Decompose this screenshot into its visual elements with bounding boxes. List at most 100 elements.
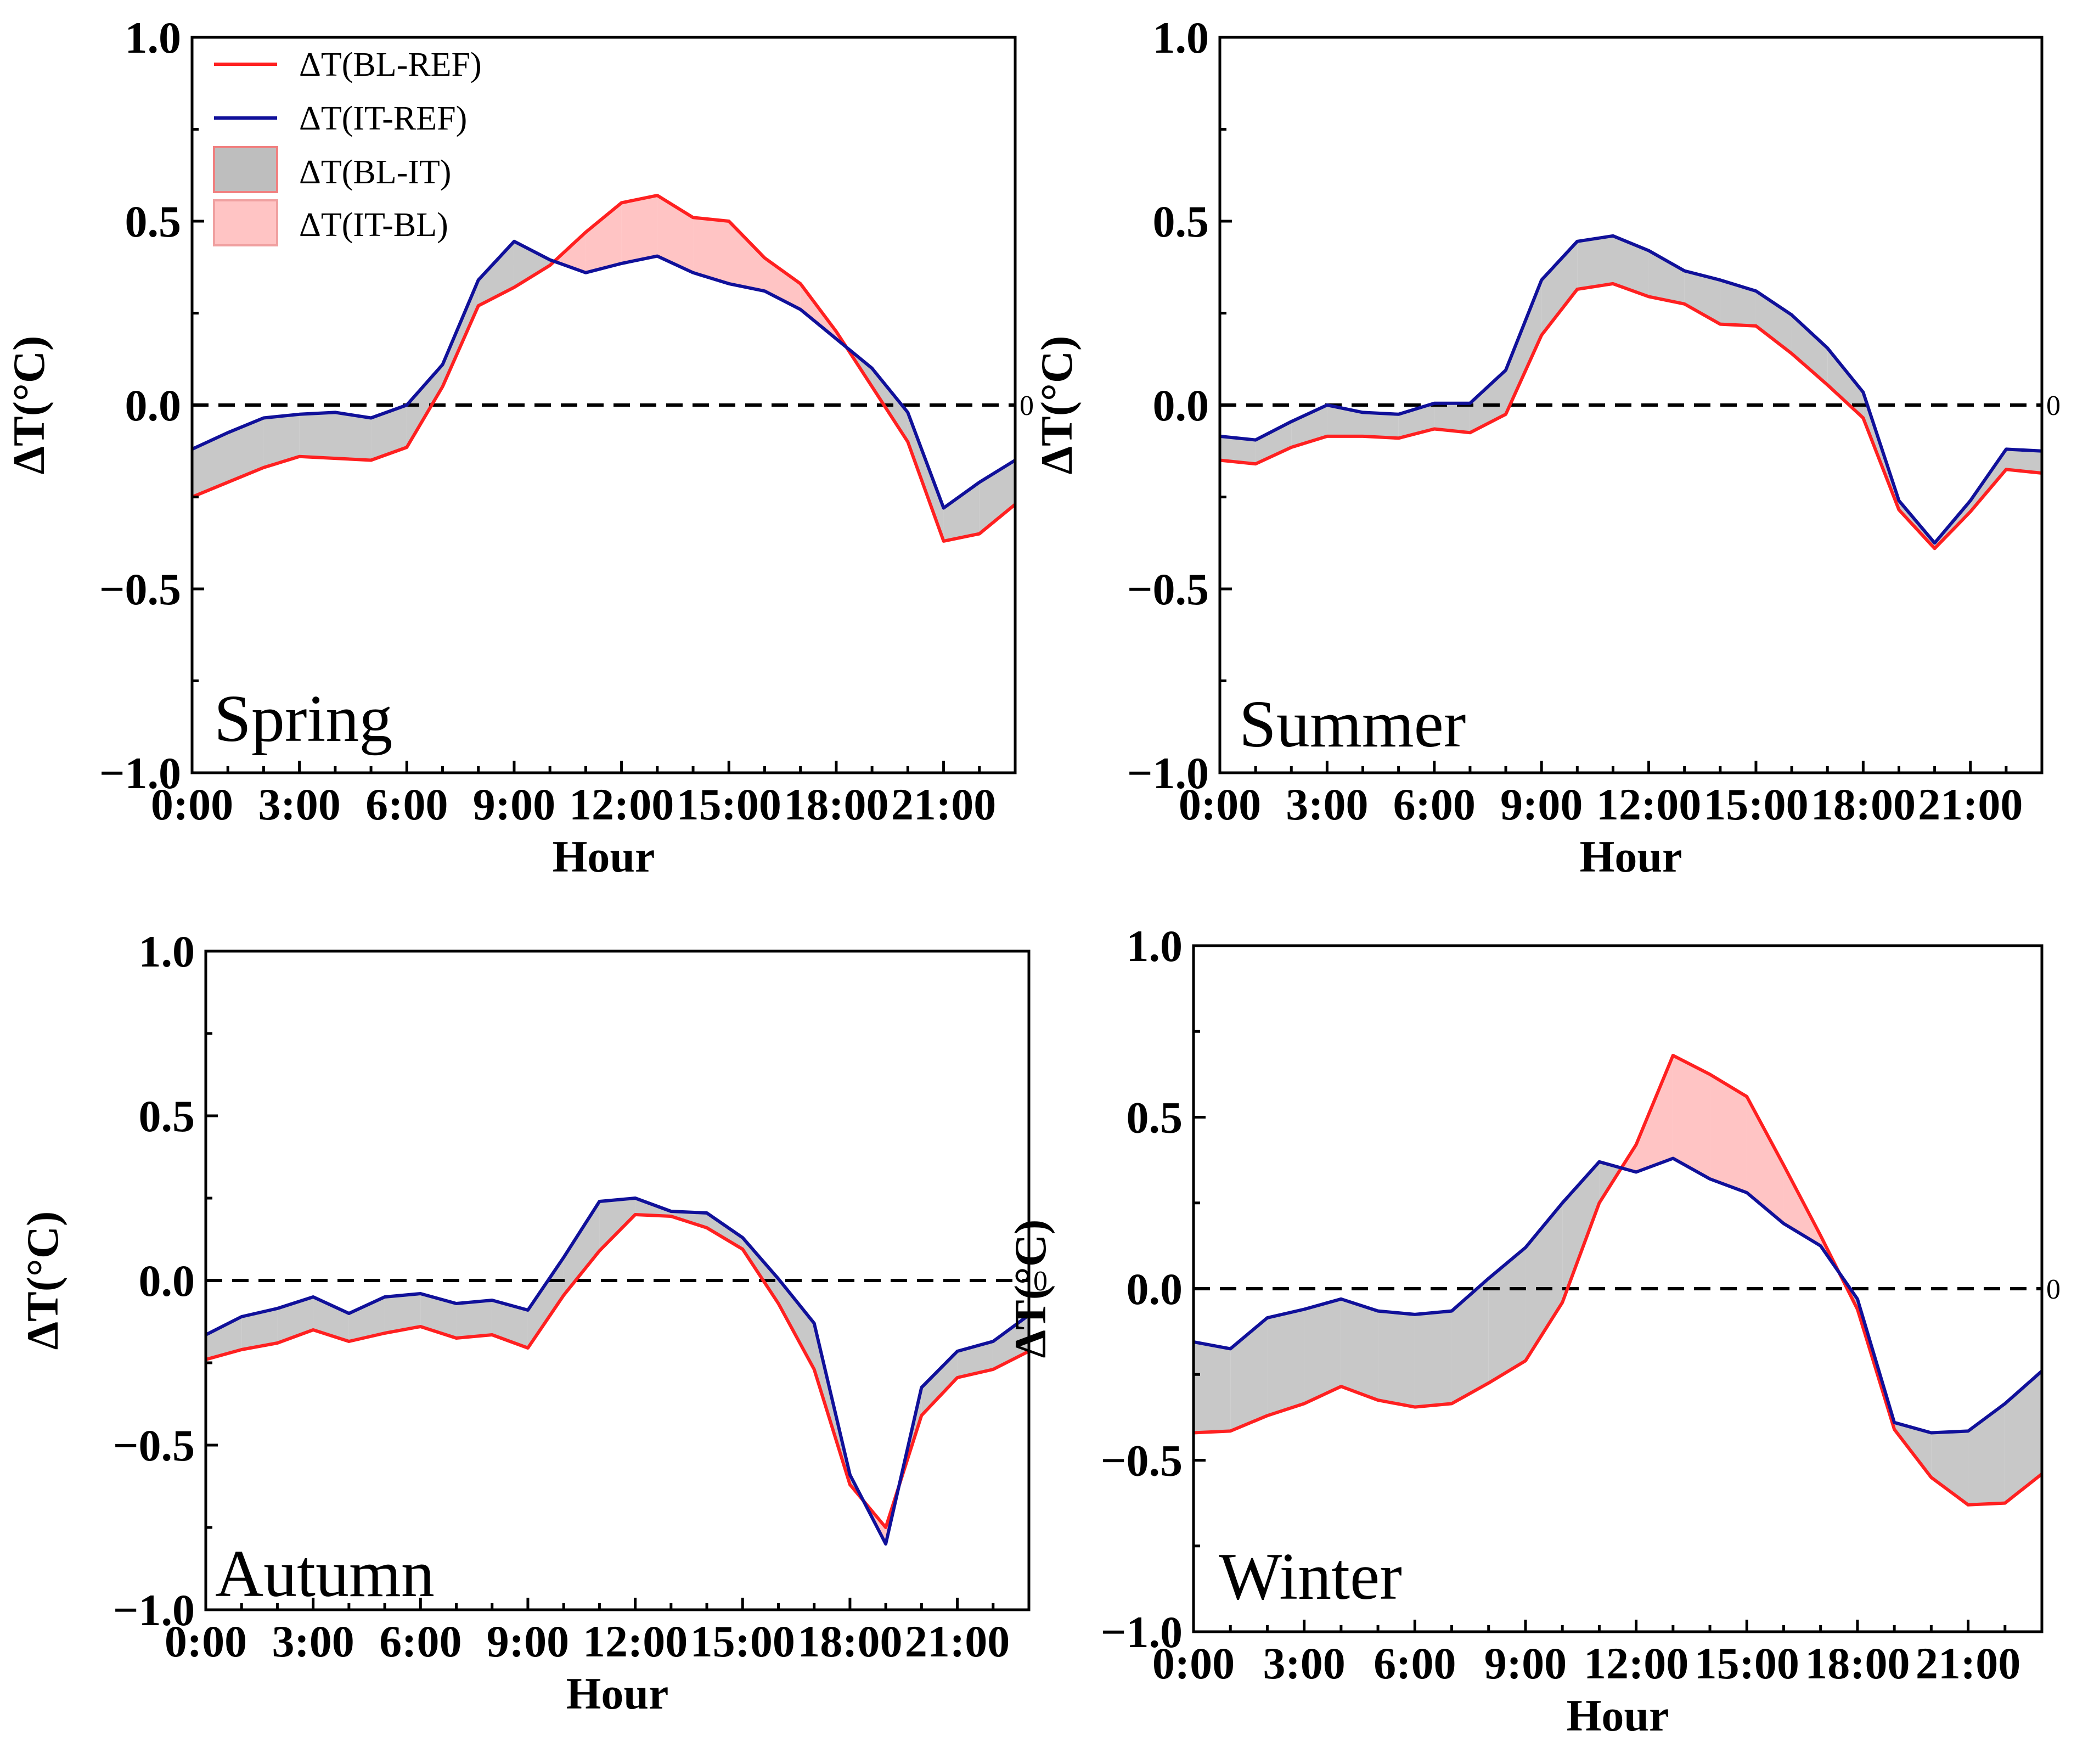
x-tick-label: 6:00 <box>1393 779 1476 829</box>
series-line-bl-ref <box>205 1213 1030 1529</box>
panel-autumn: 01.00.50.0−0.5−1.00:00 3:00 6:00 9:00 12:00 1… <box>18 926 1048 1718</box>
x-axis-title: Hour <box>1567 1690 1669 1740</box>
bl-it-fill-segment <box>385 1294 421 1333</box>
bl-it-fill-segment <box>514 241 550 288</box>
y-tick-label: 0.5 <box>1153 196 1209 246</box>
series-line-it-ref <box>205 1196 1030 1546</box>
x-tick-label: 9:00 <box>473 779 555 829</box>
bl-it-fill-segment <box>1470 370 1506 433</box>
bl-it-fill-segment <box>1792 314 1828 385</box>
bl-it-fill-segment <box>1488 1248 1526 1383</box>
bl-it-fill-segment <box>1684 271 1720 324</box>
y-tick-label: 0.0 <box>139 1256 195 1306</box>
x-tick-label: 9:00 <box>1500 779 1583 829</box>
y-tick-label: −1.0 <box>1127 748 1209 798</box>
legend-label-it-bl: ΔT(IT-BL) <box>299 206 448 244</box>
bl-it-fill-segment <box>1613 235 1649 297</box>
y-tick-label: 1.0 <box>1153 13 1209 63</box>
panel-winter: 01.00.50.0−0.5−1.00:00 3:00 6:00 9:00 12:00 1… <box>1005 921 2061 1740</box>
x-tick-label: 15:00 <box>677 779 781 829</box>
bl-it-fill-segment <box>599 1198 635 1251</box>
bl-it-fill-segment <box>943 482 980 541</box>
bl-it-fill-segment <box>1230 1318 1268 1431</box>
x-tick-label: 3:00 <box>272 1616 354 1666</box>
x-tick-label: 9:00 <box>487 1616 569 1666</box>
it-bl-fill-segment <box>1747 1097 1784 1224</box>
bl-it-fill-segment <box>1256 422 1292 464</box>
x-axis-title: Hour <box>553 832 655 881</box>
x-tick-label: 0:00 <box>1179 779 1261 829</box>
it-bl-fill-segment <box>621 195 657 264</box>
difference-fills <box>206 1198 1029 1544</box>
x-tick-label: 18:00 <box>1811 779 1916 829</box>
x-tick-label: 0:00 <box>1152 1638 1235 1688</box>
season-label: Spring <box>214 682 392 756</box>
x-tick-label: 15:00 <box>690 1616 795 1666</box>
bl-it-fill-segment <box>1434 403 1470 433</box>
y-tick-label: 0.0 <box>1153 380 1209 430</box>
bl-it-fill-segment <box>313 1297 349 1341</box>
bl-it-fill-segment <box>492 1300 528 1348</box>
legend-label-bl-ref: ΔT(BL-REF) <box>299 46 482 83</box>
bl-it-fill-segment <box>1648 250 1685 304</box>
x-tick-label: 18:00 <box>784 779 888 829</box>
x-tick-label: 18:00 <box>1805 1638 1910 1688</box>
y-axis-title: ΔT(°C) <box>18 1211 67 1350</box>
x-tick-label: 21:00 <box>1916 1638 2020 1688</box>
bl-it-fill-segment <box>1220 436 1256 464</box>
difference-fills <box>1194 1055 2042 1505</box>
bl-it-fill-segment <box>1541 241 1578 335</box>
y-tick-label: −1.0 <box>1101 1607 1183 1657</box>
it-bl-fill-segment <box>693 217 729 284</box>
y-tick-label: 0.5 <box>1127 1093 1183 1143</box>
difference-fills <box>1220 235 2042 549</box>
zero-label: 0 <box>2046 390 2061 422</box>
y-tick-label: 0.5 <box>125 196 182 246</box>
x-tick-label: 0:00 <box>165 1616 247 1666</box>
y-tick-label: 0.5 <box>139 1091 195 1141</box>
x-axis-title: Hour <box>1580 832 1682 881</box>
x-tick-label: 3:00 <box>1263 1638 1345 1688</box>
y-axis-title: ΔT(°C) <box>1032 336 1082 475</box>
it-bl-fill-segment <box>764 258 801 310</box>
bl-it-fill-segment <box>348 1297 385 1341</box>
series-line-bl-ref <box>191 194 1016 543</box>
series-line-bl-ref <box>1193 1054 2043 1507</box>
bl-it-fill-segment <box>1525 1203 1563 1361</box>
bl-it-fill-segment <box>1755 291 1792 354</box>
bl-it-fill-segment <box>206 1317 242 1359</box>
zero-label: 0 <box>1020 390 1034 422</box>
y-tick-label: −0.5 <box>113 1420 195 1470</box>
legend-label-it-ref: ΔT(IT-REF) <box>299 100 467 137</box>
x-tick-label: 6:00 <box>1374 1638 1456 1688</box>
bl-it-fill-segment <box>564 1201 600 1295</box>
x-tick-label: 6:00 <box>365 779 448 829</box>
y-tick-label: 1.0 <box>125 13 182 63</box>
bl-it-fill-segment <box>299 412 335 459</box>
bl-it-fill-segment <box>2006 449 2042 473</box>
bl-it-fill-segment <box>1577 235 1613 289</box>
bl-it-fill-segment <box>1968 1403 2005 1505</box>
legend-swatch-it-bl <box>213 199 278 246</box>
bl-it-fill-segment <box>1827 348 1864 418</box>
it-bl-fill-segment <box>1673 1055 1710 1179</box>
bl-it-fill-segment <box>1291 405 1327 448</box>
bl-it-fill-segment <box>2005 1371 2042 1503</box>
bl-it-fill-segment <box>241 1308 278 1350</box>
bl-it-fill-segment <box>778 1279 814 1369</box>
bl-it-fill-segment <box>1378 1311 1415 1407</box>
panel-summer: 01.00.50.0−0.5−1.00:00 3:00 6:00 9:00 12:00 1… <box>1032 13 2061 881</box>
bl-it-fill-segment <box>993 1315 1029 1369</box>
season-label: Summer <box>1239 687 1466 761</box>
bl-it-fill-segment <box>478 241 514 306</box>
y-tick-label: 1.0 <box>139 926 195 976</box>
y-tick-label: −1.0 <box>113 1585 195 1635</box>
legend: ΔT(BL-REF) ΔT(IT-REF) ΔT(BL-IT) ΔT(IT-BL) <box>213 46 482 246</box>
bl-it-fill-segment <box>1194 1341 1231 1433</box>
x-tick-label: 15:00 <box>1695 1638 1799 1688</box>
bl-it-fill-segment <box>263 414 300 468</box>
bl-it-fill-segment <box>335 412 372 460</box>
y-tick-label: −1.0 <box>99 748 181 798</box>
bl-it-fill-segment <box>1562 1161 1600 1302</box>
